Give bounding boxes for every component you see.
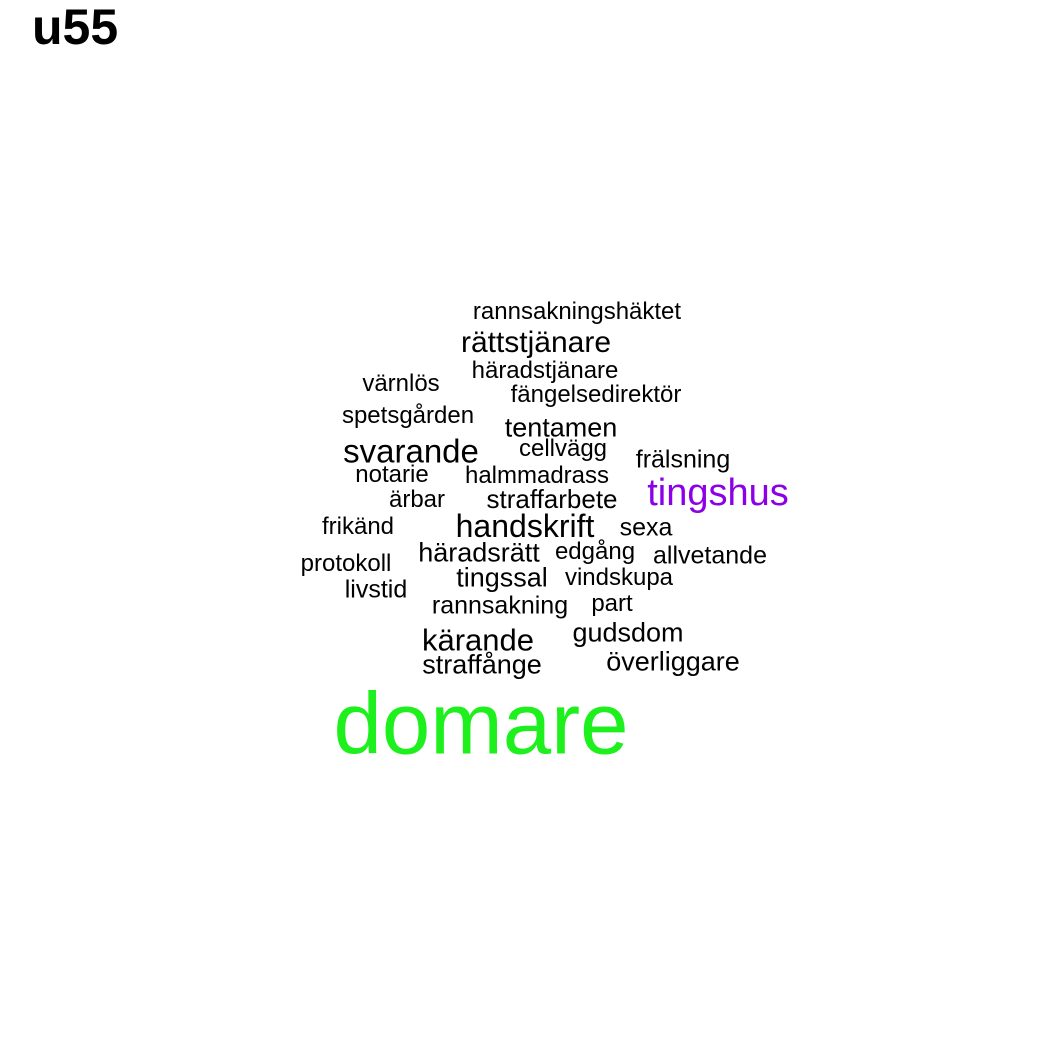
word-livstid: livstid bbox=[344, 575, 408, 604]
word-straffarbete: straffarbete bbox=[486, 484, 618, 514]
word-rattstjanare: rättstjänare bbox=[460, 326, 612, 359]
word-handskrift: handskrift bbox=[455, 508, 595, 544]
word-karande: kärande bbox=[421, 622, 535, 658]
word-varnlos: värnlös bbox=[362, 370, 440, 397]
word-frikand: frikänd bbox=[321, 513, 395, 540]
word-allvetande: allvetande bbox=[653, 541, 767, 570]
word-tentamen: tentamen bbox=[504, 412, 618, 443]
word-rannsakning: rannsakning bbox=[431, 591, 569, 620]
word-fangelsedirektor: fängelsedirektör bbox=[510, 381, 682, 408]
word-protokoll: protokoll bbox=[300, 550, 392, 577]
word-haradstjanare: häradstjänare bbox=[471, 357, 619, 384]
word-gudsdom: gudsdom bbox=[572, 617, 684, 648]
word-fralsning: frälsning bbox=[635, 445, 731, 474]
word-straffange: straffånge bbox=[422, 649, 542, 680]
word-domare: domare bbox=[333, 675, 629, 773]
word-tingssal: tingssal bbox=[456, 562, 548, 593]
word-halmmadrass: halmmadrass bbox=[464, 462, 610, 489]
word-edgang: edgång bbox=[554, 538, 636, 565]
word-rannsakningshaktet: rannsakningshäktet bbox=[472, 298, 682, 325]
word-overliggare: överliggare bbox=[606, 646, 740, 677]
word-part: part bbox=[591, 590, 633, 617]
word-haradsratt: häradsrätt bbox=[418, 537, 540, 568]
word-vindskupa: vindskupa bbox=[564, 564, 674, 591]
word-arbar: ärbar bbox=[388, 486, 446, 513]
word-cellvagg: cellvägg bbox=[518, 435, 608, 462]
word-sexa: sexa bbox=[619, 513, 673, 542]
word-svarande: svarande bbox=[343, 432, 479, 470]
word-tingshus: tingshus bbox=[647, 472, 789, 514]
chart-title: u55 bbox=[32, 0, 119, 55]
word-notarie: notarie bbox=[355, 461, 429, 488]
word-spetsgarden: spetsgården bbox=[341, 402, 475, 429]
